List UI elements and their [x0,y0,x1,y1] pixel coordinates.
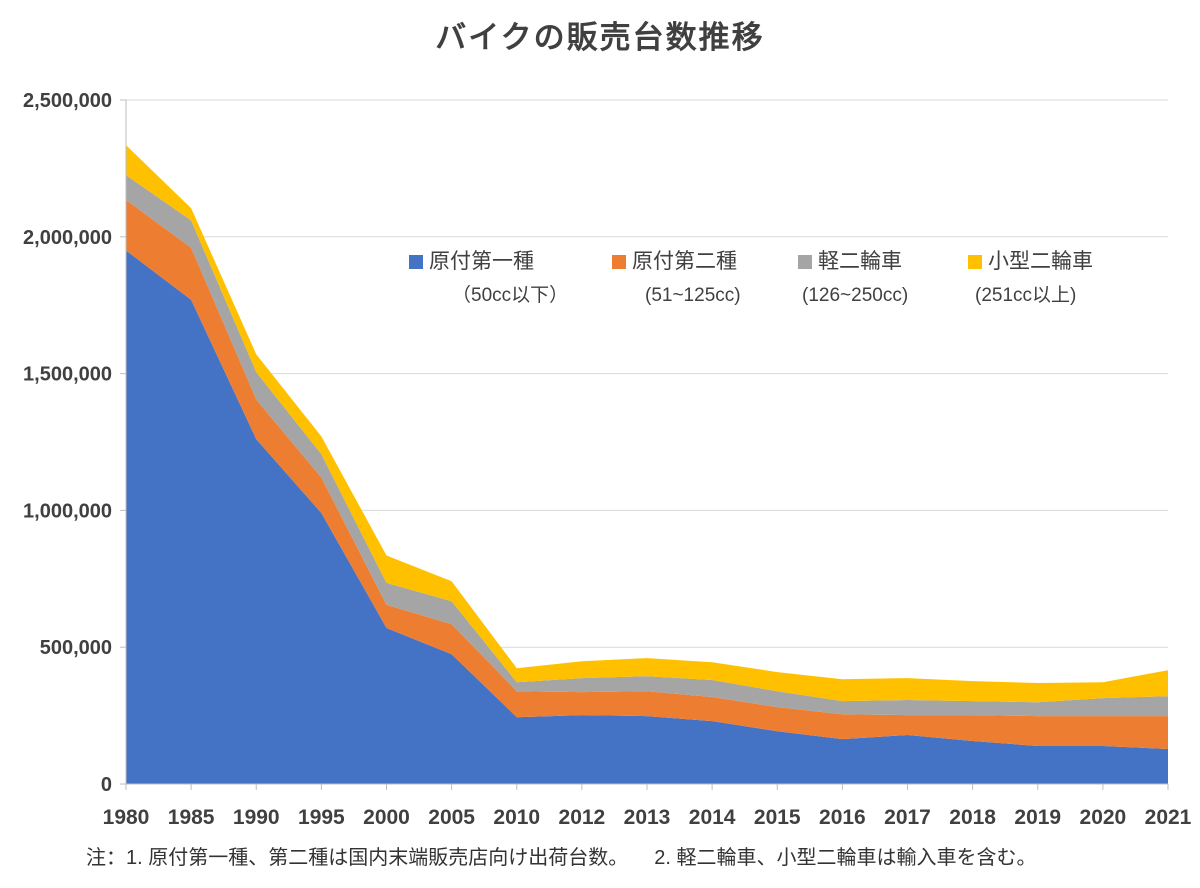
legend-sublabel: (51~125cc) [645,285,741,306]
y-axis-tick-label: 500,000 [40,637,112,659]
x-axis-tick-label: 1995 [298,806,345,829]
area-band-3 [126,145,1168,703]
x-axis-tick-label: 2013 [624,806,671,829]
area-band-1 [126,199,1168,749]
legend-label: 原付第一種 [429,250,534,273]
area-band-0 [126,250,1168,784]
legend-entry: 原付第一種 [404,251,607,272]
legend-swatch-icon [968,254,982,269]
legend-sublabel: （50cc以下） [452,285,569,306]
legend-swatch-icon [612,254,626,269]
legend-sublabel: (126~250cc) [802,285,909,306]
legend-item: 軽二輪車 (126~250cc) [793,251,963,305]
x-axis-tick-label: 2016 [819,806,866,829]
x-axis-tick-label: 2014 [689,806,736,829]
legend-entry: 原付第二種 [607,251,793,272]
legend-sublabel: (251cc以上) [975,285,1077,306]
x-axis-tick-label: 1990 [233,806,280,829]
x-axis-tick-label: 2018 [949,806,996,829]
legend-label: 軽二輪車 [818,250,902,273]
footnote-1: 注：1. 原付第一種、第二種は国内末端販売店向け出荷台数。 [86,847,629,869]
legend-item: 原付第二種 (51~125cc) [607,251,793,305]
legend-entry: 軽二輪車 [793,251,963,272]
y-axis-tick-label: 0 [101,774,112,796]
x-axis-tick-label: 1985 [168,806,215,829]
legend-item: 小型二輪車 (251cc以上) [963,251,1113,305]
x-axis-tick-label: 2019 [1014,806,1061,829]
chart-legend: 原付第一種 （50cc以下） 原付第二種 (51~125cc) 軽二輪車 (126~250… [404,251,1113,305]
x-axis-tick-label: 2012 [559,806,606,829]
legend-label: 小型二輪車 [988,250,1093,273]
x-axis-tick-label: 2017 [884,806,931,829]
x-axis-tick-label: 2005 [428,806,475,829]
y-axis-tick-label: 1,500,000 [23,364,112,386]
legend-item: 原付第一種 （50cc以下） [404,251,607,305]
x-axis-tick-label: 2010 [493,806,540,829]
legend-label: 原付第二種 [632,250,737,273]
legend-entry: 小型二輪車 [963,251,1113,272]
footnote-2: 2. 軽二輪車、小型二輪車は輸入車を含む。 [654,847,1037,869]
x-axis-tick-label: 2015 [754,806,801,829]
x-axis-tick-label: 2000 [363,806,410,829]
y-axis-tick-label: 1,000,000 [23,500,112,522]
x-axis-tick-label: 2021 [1145,806,1192,829]
y-axis-tick-label: 2,500,000 [23,90,112,112]
chart-title: バイクの販売台数推移 [435,20,765,55]
y-axis-tick-label: 2,000,000 [23,227,112,249]
x-axis-tick-label: 1980 [103,806,150,829]
legend-swatch-icon [798,254,812,269]
x-axis-tick-label: 2020 [1080,806,1127,829]
legend-swatch-icon [409,254,423,269]
chart-footnote: 注：1. 原付第一種、第二種は国内末端販売店向け出荷台数。 2. 軽二輪車、小型二… [86,844,1176,872]
